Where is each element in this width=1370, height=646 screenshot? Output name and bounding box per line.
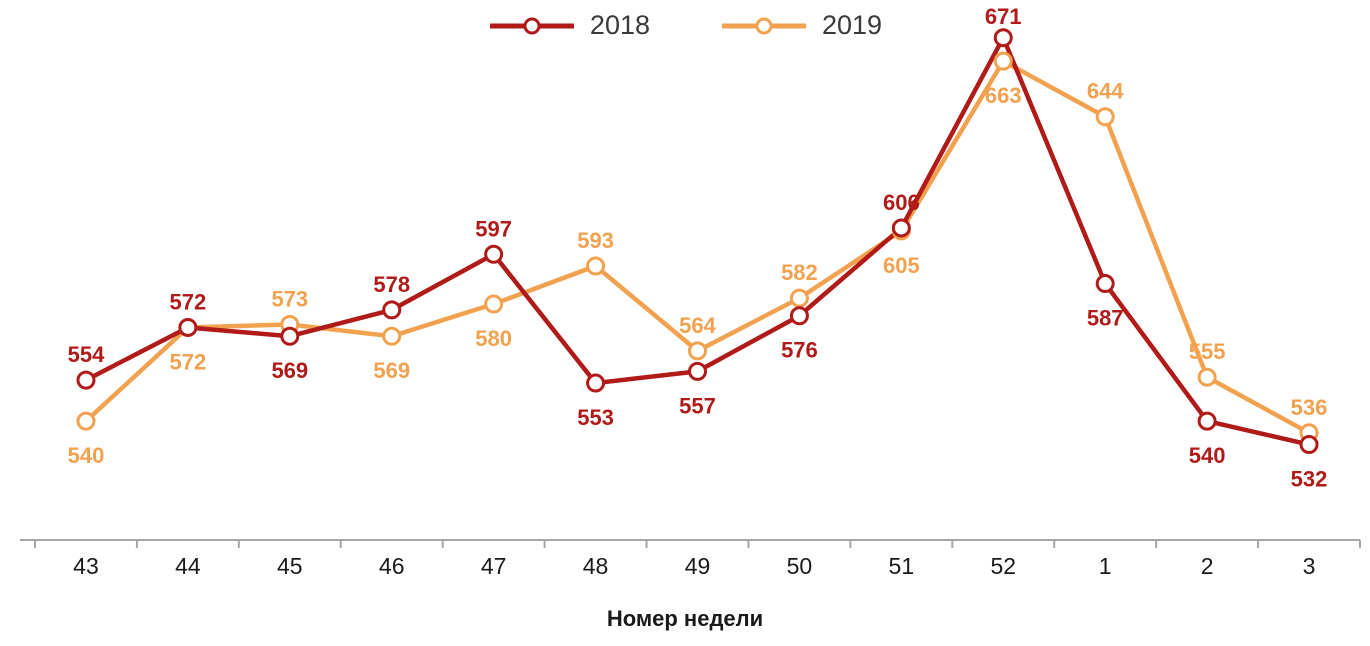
svg-text:593: 593: [577, 228, 614, 253]
svg-text:671: 671: [985, 4, 1022, 29]
svg-text:532: 532: [1291, 467, 1328, 492]
legend-line-marker-icon: [489, 17, 574, 34]
svg-text:572: 572: [170, 289, 207, 314]
legend-item-2018: 2018: [488, 10, 650, 41]
svg-text:587: 587: [1087, 306, 1124, 331]
x-axis-title: Номер недели: [606, 606, 764, 631]
svg-text:2: 2: [1201, 553, 1214, 579]
svg-text:540: 540: [68, 443, 105, 468]
svg-text:605: 605: [883, 253, 920, 278]
legend-item-2019: 2019: [720, 10, 882, 41]
svg-text:572: 572: [170, 349, 207, 374]
svg-text:45: 45: [277, 553, 303, 579]
legend-label: 2018: [589, 10, 650, 40]
svg-text:52: 52: [990, 553, 1016, 579]
svg-text:3: 3: [1303, 553, 1316, 579]
svg-text:49: 49: [685, 553, 711, 579]
svg-text:597: 597: [475, 216, 512, 241]
svg-text:553: 553: [577, 405, 614, 430]
svg-text:43: 43: [73, 553, 99, 579]
svg-text:554: 554: [68, 342, 105, 367]
svg-text:47: 47: [481, 553, 507, 579]
svg-text:46: 46: [379, 553, 405, 579]
svg-text:557: 557: [679, 393, 716, 418]
svg-text:540: 540: [1189, 443, 1226, 468]
svg-text:582: 582: [781, 260, 818, 285]
svg-text:536: 536: [1291, 395, 1328, 420]
svg-text:564: 564: [679, 313, 716, 338]
svg-text:555: 555: [1189, 339, 1226, 364]
svg-text:576: 576: [781, 338, 818, 363]
svg-text:44: 44: [175, 553, 201, 579]
legend-label: 2019: [822, 10, 883, 40]
svg-text:50: 50: [787, 553, 813, 579]
svg-text:663: 663: [985, 83, 1022, 108]
legend-line-marker-icon: [722, 17, 806, 34]
chart-legend: 2018 2019: [0, 10, 1370, 41]
svg-text:51: 51: [889, 553, 915, 579]
svg-text:569: 569: [373, 358, 410, 383]
svg-text:569: 569: [271, 358, 308, 383]
svg-text:606: 606: [883, 190, 920, 215]
svg-text:578: 578: [373, 272, 410, 297]
svg-text:580: 580: [475, 326, 512, 351]
svg-text:1: 1: [1099, 553, 1112, 579]
svg-text:573: 573: [271, 287, 308, 312]
svg-text:48: 48: [583, 553, 609, 579]
svg-text:644: 644: [1087, 79, 1124, 104]
